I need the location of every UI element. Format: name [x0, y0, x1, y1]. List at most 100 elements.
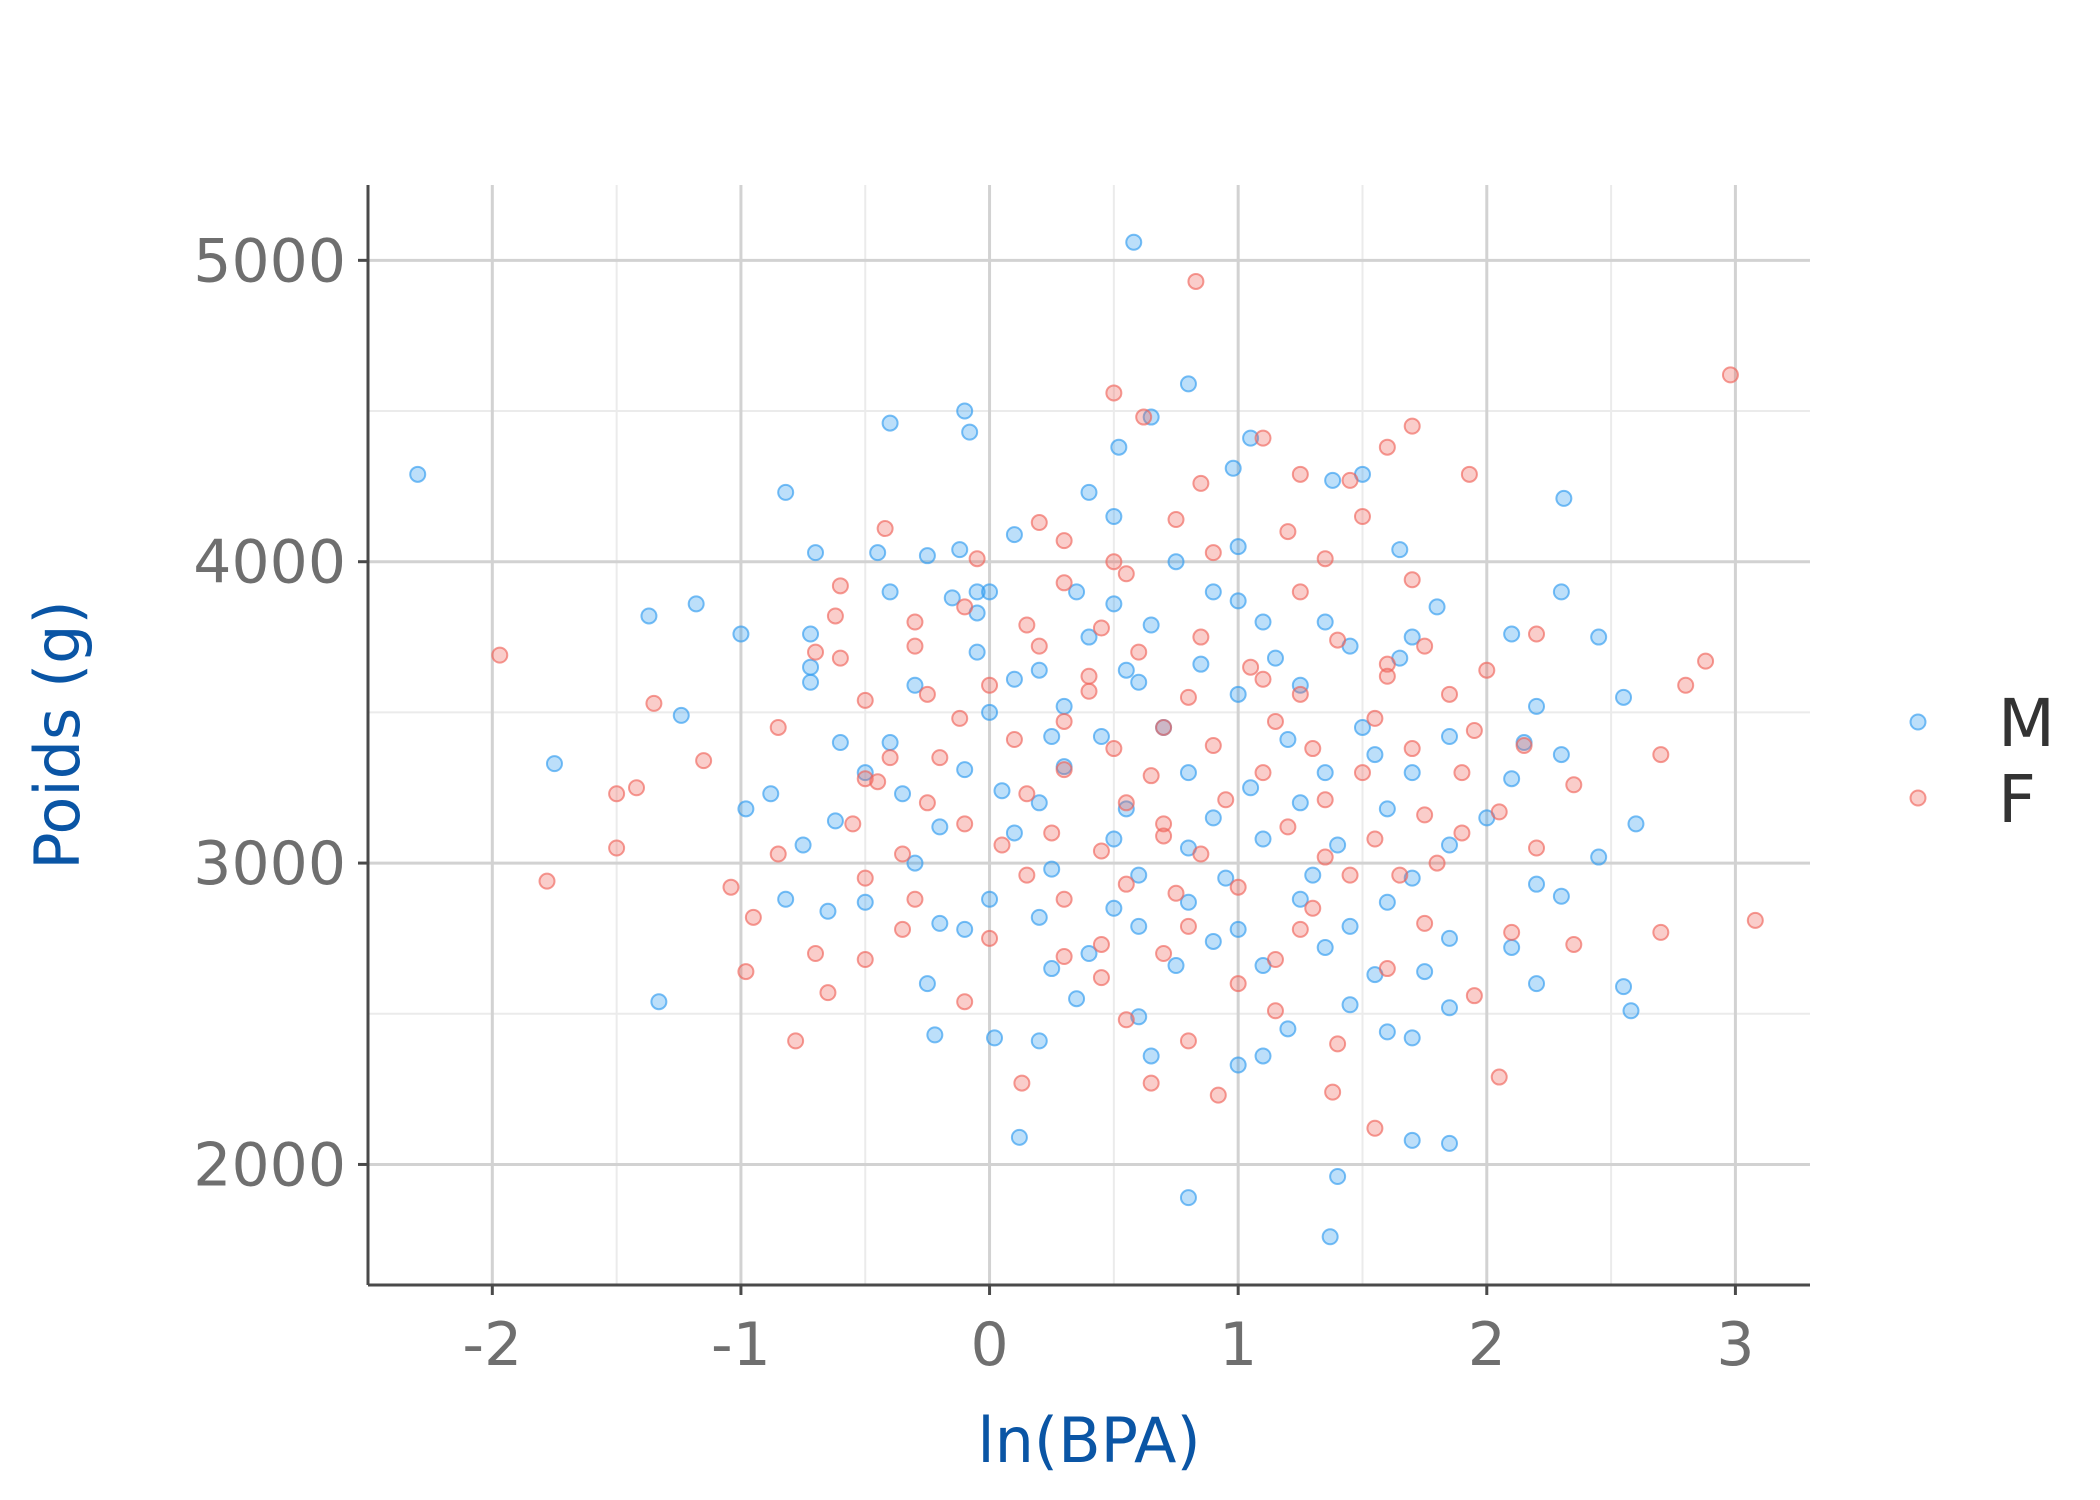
data-point-f	[1217, 791, 1235, 809]
data-point-m	[1010, 1128, 1028, 1146]
data-point-f	[1266, 1002, 1284, 1020]
data-point-f	[856, 869, 874, 887]
data-point-m	[1291, 676, 1309, 694]
data-point-m	[1110, 438, 1128, 456]
data-point-m	[1324, 471, 1342, 489]
data-point-m	[794, 836, 812, 854]
data-point-m	[1254, 613, 1272, 631]
data-point-m	[881, 734, 899, 752]
data-point-m	[956, 761, 974, 779]
data-point-m	[1229, 920, 1247, 938]
data-point-f	[1209, 1086, 1227, 1104]
data-point-m	[1403, 628, 1421, 646]
data-point-m	[1590, 848, 1608, 866]
data-point-m	[802, 673, 820, 691]
data-point-m	[650, 993, 668, 1011]
data-point-f	[769, 718, 787, 736]
data-point-f	[906, 890, 924, 908]
points-layer	[409, 233, 1764, 1246]
data-point-m	[1043, 860, 1061, 878]
data-point-m	[1503, 770, 1521, 788]
data-point-f	[1403, 571, 1421, 589]
data-point-m	[1068, 583, 1086, 601]
data-point-m	[1316, 613, 1334, 631]
data-point-f	[1652, 746, 1670, 764]
data-point-f	[1092, 842, 1110, 860]
data-point-m	[1080, 483, 1098, 501]
data-point-f	[1403, 740, 1421, 758]
data-point-f	[1117, 1011, 1135, 1029]
data-point-m	[1254, 1047, 1272, 1065]
data-point-f	[1304, 899, 1322, 917]
data-point-f	[1155, 944, 1173, 962]
data-point-m	[926, 1026, 944, 1044]
data-point-f	[1105, 740, 1123, 758]
data-point-m	[1552, 583, 1570, 601]
data-point-f	[1005, 731, 1023, 749]
data-point-m	[672, 706, 690, 724]
data-point-m	[1217, 869, 1235, 887]
data-point-f	[1391, 866, 1409, 884]
data-point-m	[1179, 375, 1197, 393]
data-point-f	[1291, 583, 1309, 601]
data-point-m	[1403, 1131, 1421, 1149]
data-point-m	[1378, 800, 1396, 818]
data-point-f	[1117, 875, 1135, 893]
data-point-m	[640, 607, 658, 625]
data-point-f	[1428, 854, 1446, 872]
data-point-f	[1055, 761, 1073, 779]
data-point-f	[1366, 709, 1384, 727]
data-point-m	[1105, 899, 1123, 917]
data-point-f	[1204, 737, 1222, 755]
data-point-m	[1229, 685, 1247, 703]
x-tick-label: 0	[970, 1310, 1008, 1380]
data-point-f	[1117, 794, 1135, 812]
data-point-m	[856, 893, 874, 911]
data-point-m	[968, 643, 986, 661]
data-point-f	[1528, 839, 1546, 857]
data-point-f	[1055, 532, 1073, 550]
data-point-m	[1167, 957, 1185, 975]
data-point-m	[1441, 1134, 1458, 1152]
data-point-f	[608, 839, 626, 857]
x-axis-title: ln(BPA)	[977, 1404, 1200, 1477]
data-point-m	[1627, 815, 1645, 833]
data-point-m	[777, 483, 795, 501]
data-point-m	[856, 764, 874, 782]
data-point-f	[1080, 667, 1098, 685]
data-point-m	[1179, 893, 1197, 911]
data-point-f	[956, 993, 974, 1011]
data-point-f	[981, 676, 999, 694]
data-point-f	[1565, 776, 1583, 794]
data-point-f	[1746, 911, 1764, 929]
data-point-f	[1366, 830, 1384, 848]
data-point-f	[956, 598, 974, 616]
data-point-f	[856, 691, 874, 709]
data-point-m	[1117, 661, 1135, 679]
data-point-m	[1590, 628, 1608, 646]
data-point-f	[744, 908, 762, 926]
data-point-f	[1167, 884, 1185, 902]
data-point-f	[1378, 438, 1396, 456]
data-point-f	[1416, 914, 1434, 932]
data-point-m	[1030, 1032, 1048, 1050]
data-point-m	[1105, 595, 1123, 613]
data-point-m	[1030, 661, 1048, 679]
x-tick-label: 2	[1468, 1310, 1506, 1380]
data-point-f	[1155, 827, 1173, 845]
data-point-f	[1266, 712, 1284, 730]
data-point-f	[1018, 616, 1036, 634]
data-point-m	[918, 547, 936, 565]
data-point-f	[1341, 471, 1359, 489]
data-point-f	[1254, 764, 1272, 782]
data-point-m	[1403, 764, 1421, 782]
data-point-m	[1092, 728, 1110, 746]
data-point-f	[1055, 574, 1073, 592]
data-point-m	[1130, 917, 1148, 935]
data-point-f	[1155, 815, 1173, 833]
data-point-f	[1329, 1035, 1347, 1053]
data-point-f	[956, 815, 974, 833]
data-point-m	[1179, 764, 1197, 782]
data-point-m	[906, 854, 924, 872]
data-point-m	[906, 676, 924, 694]
